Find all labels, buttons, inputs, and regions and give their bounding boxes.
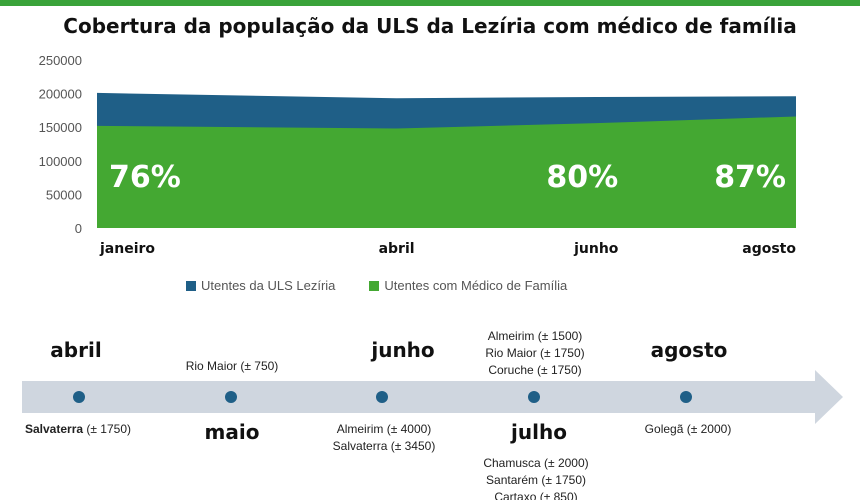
chart-title: Cobertura da população da ULS da Lezíria… [63, 14, 797, 38]
area-chart: 0 50000 100000 150000 200000 250000 janeiro abr… [39, 53, 797, 257]
x-tick-label: junho [573, 241, 619, 257]
data-label: 76% [109, 160, 181, 195]
legend-item-with-doctor: Utentes com Médico de Família [369, 278, 567, 293]
timeline-note: Golegã (± 2000) [644, 422, 732, 436]
timeline-note-text: (± 1750) [83, 422, 131, 436]
timeline-arrow-shape [22, 370, 843, 424]
y-tick-label: 100000 [39, 154, 82, 169]
x-tick-label: agosto [742, 241, 796, 257]
timeline-month-agosto: agosto [650, 338, 728, 362]
y-tick-label: 200000 [39, 87, 82, 102]
timeline-month-junho: junho [371, 338, 435, 362]
x-tick-label: abril [379, 241, 415, 257]
timeline-note-bold: Salvaterra [25, 422, 84, 436]
legend-swatch-total [186, 280, 196, 291]
timeline-note: Santarém (± 1750) [486, 473, 586, 487]
timeline-dot [680, 391, 692, 403]
data-label: 80% [546, 160, 618, 195]
timeline-month-abril: abril [50, 338, 102, 362]
top-accent-bar [0, 0, 860, 6]
y-tick-label: 250000 [39, 53, 82, 68]
timeline-notes-julho-below: Chamusca (± 2000) Santarém (± 1750) Cart… [483, 455, 588, 500]
timeline-note: Salvaterra (± 3450) [332, 439, 436, 453]
timeline-note: Coruche (± 1750) [488, 363, 582, 377]
timeline-dot [225, 391, 237, 403]
legend-label-total: Utentes da ULS Lezíria [201, 278, 336, 293]
y-tick-label: 150000 [39, 120, 82, 135]
timeline-note: Salvaterra (± 1750) [25, 421, 131, 438]
y-tick-label: 50000 [46, 187, 82, 202]
legend-swatch-with-doctor [369, 280, 380, 291]
chart-legend: Utentes da ULS Lezíria Utentes com Médic… [186, 278, 601, 293]
timeline-note: Almeirim (± 4000) [336, 422, 432, 436]
timeline-month-julho: julho [511, 420, 567, 444]
timeline-dot [376, 391, 388, 403]
legend-label-with-doctor: Utentes com Médico de Família [384, 278, 568, 293]
timeline-notes-maio: Rio Maior (± 750) [186, 358, 279, 375]
timeline-notes-junho: Almeirim (± 4000) Salvaterra (± 3450) [333, 421, 436, 455]
timeline-dot [73, 391, 85, 403]
timeline-notes-agosto: Golegã (± 2000) [645, 421, 732, 438]
timeline-note: Rio Maior (± 750) [185, 359, 279, 373]
series-area-with-doctor [97, 116, 796, 228]
timeline-month-maio: maio [204, 420, 260, 444]
legend-item-total: Utentes da ULS Lezíria [186, 278, 335, 293]
y-tick-label: 0 [75, 221, 82, 236]
timeline-note: Chamusca (± 2000) [483, 456, 589, 470]
x-tick-label: janeiro [99, 241, 155, 257]
timeline-note: Cartaxo (± 850) [494, 490, 578, 500]
timeline-dot [528, 391, 540, 403]
timeline-notes-abril: Salvaterra (± 1750) [25, 421, 131, 438]
data-label: 87% [714, 160, 786, 195]
timeline-note: Rio Maior (± 1750) [485, 346, 585, 360]
timeline-note: Almeirim (± 1500) [487, 329, 583, 343]
timeline-notes-julho-above: Almeirim (± 1500) Rio Maior (± 1750) Cor… [485, 328, 584, 379]
